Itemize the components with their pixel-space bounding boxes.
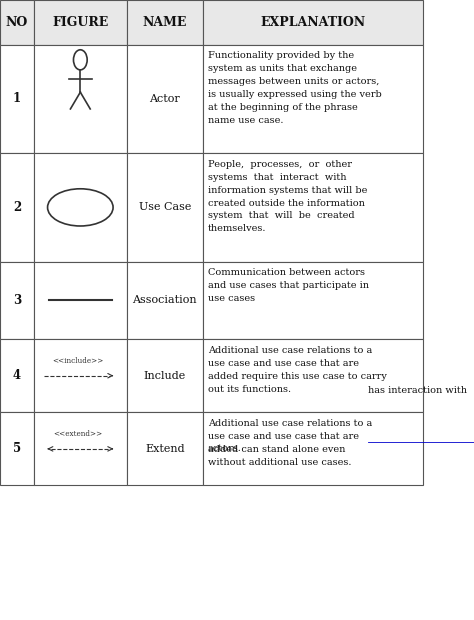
Bar [34,45,127,153]
Bar [34,262,127,339]
Text: Use Case: Use Case [139,202,191,213]
Bar [203,339,423,412]
Bar [127,45,203,153]
Bar [0,339,34,412]
Text: Communication between actors
and use cases that participate in
use cases: Communication between actors and use cas… [208,268,369,303]
Bar [34,0,127,45]
Bar [127,262,203,339]
Text: Actor: Actor [149,94,180,104]
Text: actors.: actors. [208,444,242,453]
Text: Additional use case relations to a
use case and use case that are
added can stan: Additional use case relations to a use c… [208,419,372,467]
Bar [127,412,203,485]
Bar [203,262,423,339]
Text: Association: Association [133,295,197,306]
Bar [127,339,203,412]
Bar [203,412,423,485]
Bar [34,412,127,485]
Bar [0,153,34,262]
Bar [127,0,203,45]
Text: <<include>>: <<include>> [53,357,104,365]
Text: People,  processes,  or  other
systems  that  interact  with
information systems: People, processes, or other systems that… [208,160,367,233]
Text: 4: 4 [13,370,21,382]
Bar [0,0,34,45]
Text: Functionality provided by the
system as units that exchange
messages between uni: Functionality provided by the system as … [208,51,382,125]
Text: EXPLANATION: EXPLANATION [260,16,365,29]
Text: Include: Include [144,371,186,381]
Text: 1: 1 [13,92,21,105]
Text: 3: 3 [13,294,21,307]
Bar [34,339,127,412]
Bar [127,153,203,262]
Text: Extend: Extend [145,444,185,454]
Bar [203,0,423,45]
Text: 2: 2 [13,201,21,214]
Text: FIGURE: FIGURE [52,16,109,29]
Bar [0,262,34,339]
Bar [34,153,127,262]
Bar [0,412,34,485]
Bar [0,45,34,153]
Text: has interaction with: has interaction with [368,386,467,395]
Bar [203,45,423,153]
Text: NAME: NAME [143,16,187,29]
Text: 5: 5 [13,443,21,455]
Bar [203,153,423,262]
Text: Additional use case relations to a
use case and use case that are
added require : Additional use case relations to a use c… [208,346,387,394]
Text: NO: NO [6,16,28,29]
Text: <<extend>>: <<extend>> [54,430,103,438]
